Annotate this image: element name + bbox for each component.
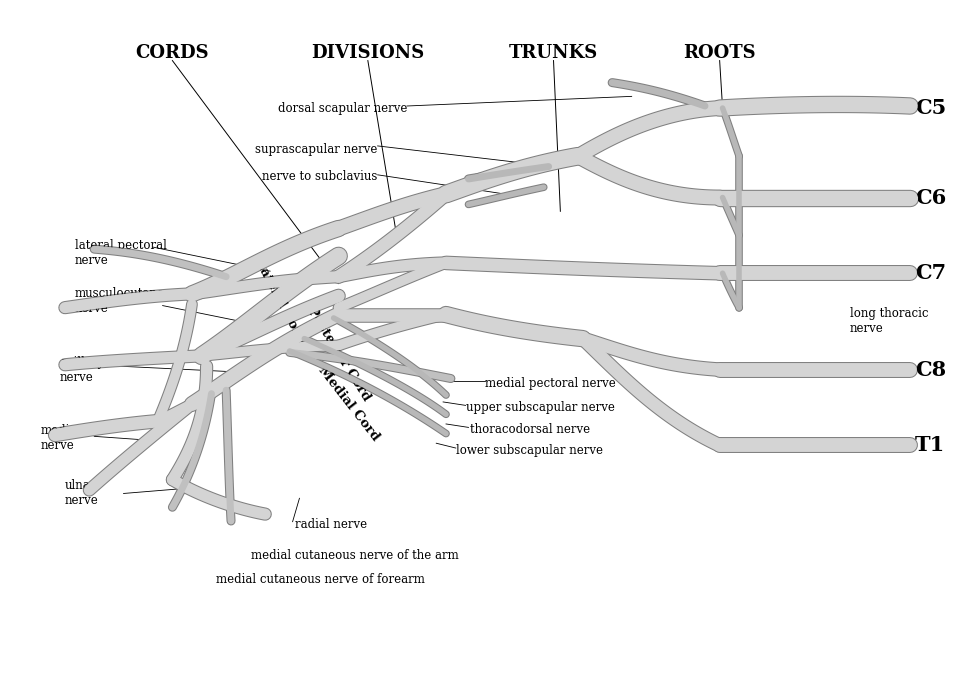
Text: radial nerve: radial nerve [295, 518, 367, 531]
Text: C8: C8 [915, 359, 947, 379]
Text: DIVISIONS: DIVISIONS [312, 44, 424, 62]
Text: ulnar
nerve: ulnar nerve [65, 480, 99, 507]
Text: musculocutaneous
nerve: musculocutaneous nerve [74, 287, 185, 315]
Text: ROOTS: ROOTS [683, 44, 756, 62]
Text: lateral pectoral
nerve: lateral pectoral nerve [74, 238, 167, 267]
Text: CORDS: CORDS [135, 44, 209, 62]
Text: Medial Cord: Medial Cord [316, 364, 381, 444]
Text: Lateral Cord: Lateral Cord [253, 257, 308, 345]
Text: dorsal scapular nerve: dorsal scapular nerve [277, 102, 407, 115]
Text: axillary
nerve: axillary nerve [60, 356, 104, 384]
Text: suprascapular nerve: suprascapular nerve [255, 143, 377, 156]
Text: medial cutaneous nerve of forearm: medial cutaneous nerve of forearm [217, 573, 425, 586]
Text: thoracodorsal nerve: thoracodorsal nerve [470, 423, 591, 436]
Text: median
nerve: median nerve [40, 424, 84, 453]
Text: nerve to subclavius: nerve to subclavius [263, 171, 377, 183]
Text: medial cutaneous nerve of the arm: medial cutaneous nerve of the arm [251, 549, 459, 562]
Text: upper subscapular nerve: upper subscapular nerve [466, 401, 614, 414]
Text: C6: C6 [915, 187, 947, 207]
Text: medial pectoral nerve: medial pectoral nerve [485, 377, 615, 390]
Text: T1: T1 [915, 435, 946, 455]
Text: TRUNKS: TRUNKS [509, 44, 598, 62]
Text: lower subscapular nerve: lower subscapular nerve [456, 444, 603, 457]
Text: C7: C7 [915, 263, 947, 283]
Text: Posterior Cord: Posterior Cord [305, 305, 372, 403]
Text: C5: C5 [915, 98, 947, 118]
Text: long thoracic
nerve: long thoracic nerve [850, 307, 928, 335]
